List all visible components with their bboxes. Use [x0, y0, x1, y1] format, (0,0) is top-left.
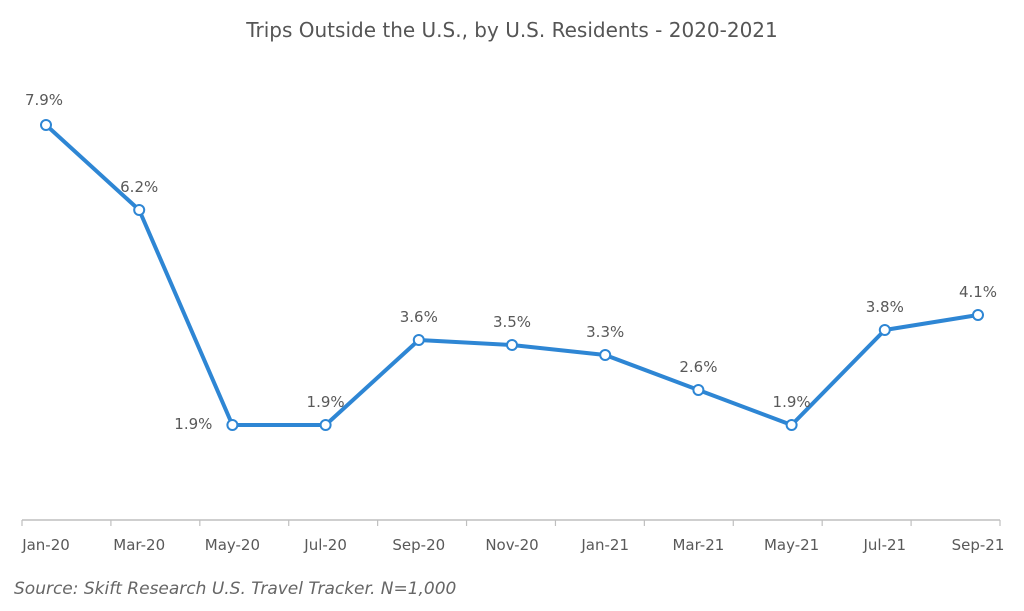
x-tick-label: May-20: [205, 536, 260, 554]
data-point: [785, 419, 798, 431]
x-tick-label: Jan-21: [580, 536, 629, 554]
data-label: 3.8%: [866, 298, 904, 316]
data-point: [599, 349, 612, 361]
x-tick-label: Sep-21: [952, 536, 1005, 554]
data-point: [506, 339, 518, 351]
chart-title: Trips Outside the U.S., by U.S. Resident…: [245, 18, 778, 42]
data-label: 6.2%: [120, 178, 158, 196]
data-labels: 7.9% 6.2% 1.9% 1.9% 3.6% 3.5% 3.3% 2.6% 1.9% 3.8%…: [25, 91, 997, 433]
data-label: 4.1%: [959, 283, 997, 301]
data-label: 3.5%: [493, 313, 531, 331]
series-line: [44, 123, 980, 427]
x-tick-label: Nov-20: [485, 536, 538, 554]
source-note: Source: Skift Research U.S. Travel Track…: [14, 579, 456, 599]
x-tick-label: Jul-20: [303, 536, 347, 554]
data-label: 1.9%: [307, 393, 345, 411]
data-point: [972, 309, 984, 321]
data-point: [319, 419, 332, 431]
data-point: [133, 204, 146, 216]
series-layer: [40, 119, 984, 431]
data-label: 3.6%: [400, 308, 438, 326]
data-label: 7.9%: [25, 91, 63, 109]
data-point: [226, 419, 239, 431]
x-tick-label: Jul-21: [862, 536, 906, 554]
x-tick-label: Mar-21: [672, 536, 724, 554]
data-label: 2.6%: [679, 358, 717, 376]
data-label: 1.9%: [773, 393, 811, 411]
data-point: [412, 334, 425, 346]
x-axis: Jan-20 Mar-20 May-20 Jul-20 Sep-20 Nov-20 Jan-…: [21, 519, 1005, 554]
data-label: 3.3%: [586, 323, 624, 341]
data-label: 1.9%: [174, 415, 212, 433]
x-tick-label: Sep-20: [392, 536, 445, 554]
x-tick-label: May-21: [764, 536, 819, 554]
data-point: [40, 119, 52, 131]
x-tick-label: Jan-20: [21, 536, 70, 554]
data-point: [692, 384, 705, 396]
x-tick-label: Mar-20: [113, 536, 165, 554]
data-point: [878, 324, 891, 336]
